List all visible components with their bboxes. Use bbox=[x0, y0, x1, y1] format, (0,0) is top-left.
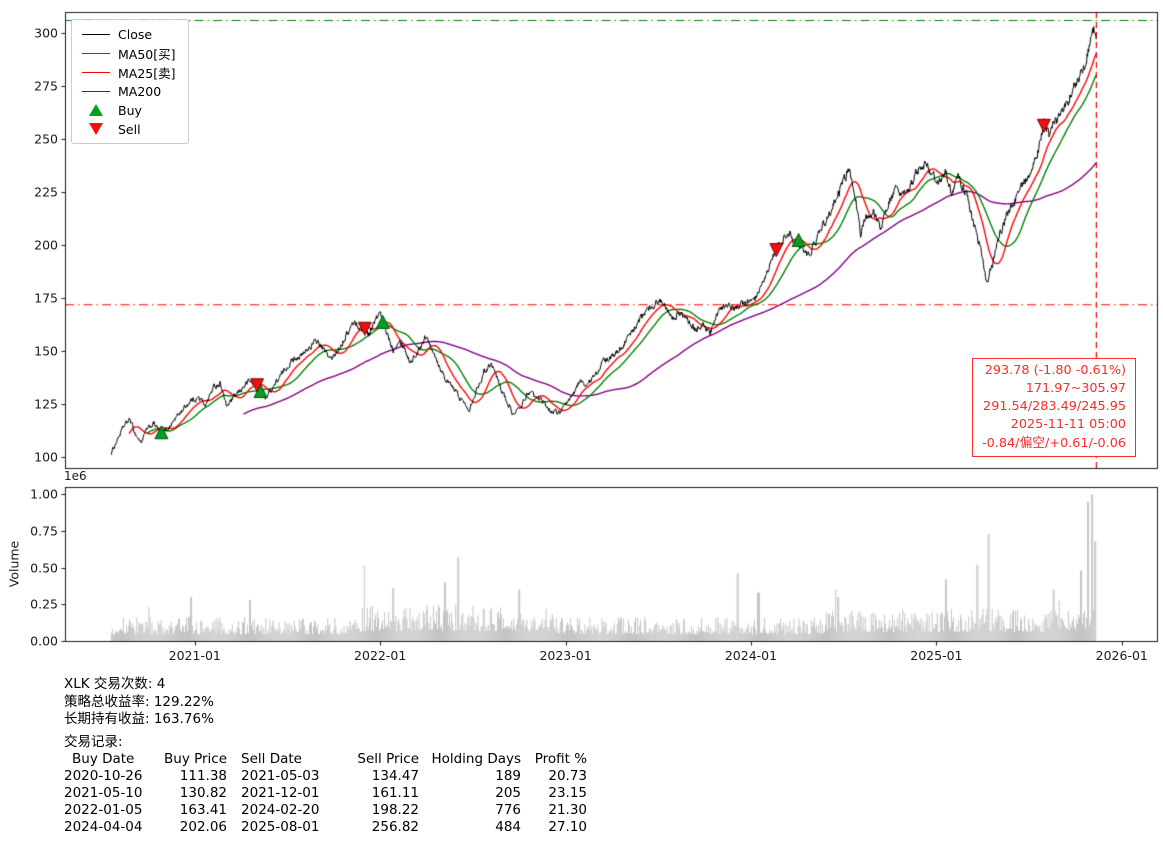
legend-label: MA200 bbox=[118, 83, 162, 99]
x-tick-label: 2024-01 bbox=[724, 648, 778, 663]
trade-table-header: Profit % bbox=[534, 751, 588, 767]
legend-line-sample bbox=[81, 71, 111, 73]
legend-item-ma200: MA200 bbox=[81, 83, 176, 99]
trade-table-cell: 111.38 bbox=[179, 768, 228, 784]
legend-label: MA25[卖] bbox=[118, 65, 176, 81]
trade-table-cell: 27.10 bbox=[548, 819, 588, 835]
trade-table-cell: 161.11 bbox=[371, 785, 420, 801]
price-ytick-label: 100 bbox=[34, 449, 58, 465]
annotation-line: -0.84/偏空/+0.61/-0.06 bbox=[982, 435, 1126, 451]
price-ytick-label: 200 bbox=[34, 237, 58, 253]
buy-marker-icon bbox=[81, 104, 111, 116]
stats-buyhold-return: 长期持有收益: 163.76% bbox=[64, 711, 214, 727]
price-volume-chart-canvas bbox=[0, 0, 1163, 660]
legend-label: Close bbox=[118, 26, 153, 42]
stats-trade-record-title: 交易记录: bbox=[64, 733, 123, 750]
trade-table-cell: 130.82 bbox=[179, 785, 228, 801]
trade-table-cell: 2024-04-04 bbox=[64, 819, 143, 835]
sell-marker-icon bbox=[81, 123, 111, 135]
trade-table-cell: 134.47 bbox=[371, 768, 420, 784]
legend-line-sample bbox=[81, 90, 111, 92]
trade-table-cell: 189 bbox=[495, 768, 522, 784]
price-ytick-label: 300 bbox=[34, 25, 58, 41]
trade-table-cell: 484 bbox=[495, 819, 522, 835]
quote-annotation-box: 293.78 (-1.80 -0.61%) 171.97~305.97 291.54… bbox=[972, 358, 1136, 457]
price-ytick-label: 125 bbox=[34, 396, 58, 412]
trade-table-cell: 776 bbox=[495, 802, 522, 818]
price-ytick-label: 150 bbox=[34, 343, 58, 359]
legend-item-ma25-: MA25[卖] bbox=[81, 64, 176, 81]
x-tick-label: 2023-01 bbox=[539, 648, 592, 663]
trade-table: Buy Date Buy Price Sell Date Sell Price Hold… bbox=[64, 751, 587, 836]
volume-ytick-label: 0.75 bbox=[30, 523, 58, 539]
x-tick-label: 2025-01 bbox=[910, 648, 963, 663]
trade-table-row: 2024-04-04 202.06 2025-08-01 256.82 484 27.10 bbox=[64, 819, 587, 836]
volume-ytick-label: 0.50 bbox=[30, 560, 58, 576]
trade-table-header: Buy Date bbox=[72, 751, 135, 767]
trade-table-cell: 198.22 bbox=[371, 802, 420, 818]
chart-legend: Close MA50[买] MA25[卖] MA200 Buy Sell bbox=[71, 19, 189, 144]
annotation-line: 293.78 (-1.80 -0.61%) bbox=[984, 363, 1126, 378]
volume-ytick-label: 1.00 bbox=[30, 486, 58, 502]
trade-table-cell: 163.41 bbox=[179, 802, 228, 818]
trade-table-header: Holding Days bbox=[431, 751, 522, 767]
legend-line-sample bbox=[81, 52, 111, 54]
trade-table-cell: 2021-12-01 bbox=[241, 785, 320, 801]
trade-table-cell: 256.82 bbox=[371, 819, 420, 835]
x-tick-label: 2021-01 bbox=[168, 648, 221, 663]
strategy-stats: XLK 交易次数: 4 策略总收益率: 129.22% 长期持有收益: 163.… bbox=[64, 676, 587, 836]
trade-table-row: 2021-05-10 130.82 2021-12-01 161.11 205 23.15 bbox=[64, 785, 587, 802]
price-ytick-label: 250 bbox=[34, 131, 58, 147]
trade-table-cell: 202.06 bbox=[179, 819, 228, 835]
legend-item-sell: Sell bbox=[81, 121, 176, 137]
trade-table-cell: 23.15 bbox=[548, 785, 588, 801]
stats-trade-count: XLK 交易次数: 4 bbox=[64, 676, 166, 692]
trade-table-cell: 21.30 bbox=[548, 802, 588, 818]
volume-ytick-label: 0.25 bbox=[30, 596, 58, 612]
x-tick-label: 2022-01 bbox=[354, 648, 407, 663]
trade-table-cell: 2024-02-20 bbox=[241, 802, 320, 818]
annotation-line: 2025-11-11 05:00 bbox=[1010, 417, 1126, 433]
annotation-line: 171.97~305.97 bbox=[1025, 381, 1126, 397]
volume-ytick-label: 0.00 bbox=[30, 633, 58, 649]
price-ytick-label: 175 bbox=[34, 290, 58, 306]
legend-label: MA50[买] bbox=[118, 46, 176, 62]
trade-table-cell: 2020-10-26 bbox=[64, 768, 143, 784]
stats-strategy-return: 策略总收益率: 129.22% bbox=[64, 693, 214, 710]
x-tick-label: 2026-01 bbox=[1095, 648, 1148, 663]
trade-table-cell: 20.73 bbox=[548, 768, 588, 784]
volume-scale-label: 1e6 bbox=[64, 469, 87, 483]
price-ytick-label: 275 bbox=[34, 78, 58, 94]
trade-table-row: 2022-01-05 163.41 2024-02-20 198.22 776 21.30 bbox=[64, 802, 587, 819]
trade-table-row: 2020-10-26 111.38 2021-05-03 134.47 189 20.73 bbox=[64, 768, 587, 785]
trade-table-header: Sell Date bbox=[241, 751, 302, 767]
legend-item-buy: Buy bbox=[81, 102, 176, 118]
volume-axis-label: Volume bbox=[6, 540, 22, 588]
annotation-line: 291.54/283.49/245.95 bbox=[983, 399, 1126, 415]
legend-item-close: Close bbox=[81, 26, 176, 42]
legend-label: Buy bbox=[118, 102, 142, 118]
trade-table-cell: 2022-01-05 bbox=[64, 802, 143, 818]
trade-table-header: Sell Price bbox=[357, 751, 420, 767]
legend-label: Sell bbox=[118, 121, 141, 137]
trade-table-cell: 2021-05-10 bbox=[64, 785, 143, 801]
trade-table-header-row: Buy Date Buy Price Sell Date Sell Price Hold… bbox=[64, 751, 587, 768]
legend-line-sample bbox=[81, 33, 111, 35]
trade-table-cell: 2021-05-03 bbox=[241, 768, 320, 784]
trade-table-header: Buy Price bbox=[164, 751, 228, 767]
price-ytick-label: 225 bbox=[34, 184, 58, 200]
legend-item-ma50-: MA50[买] bbox=[81, 45, 176, 62]
trade-table-cell: 2025-08-01 bbox=[241, 819, 320, 835]
trade-table-cell: 205 bbox=[495, 785, 522, 801]
